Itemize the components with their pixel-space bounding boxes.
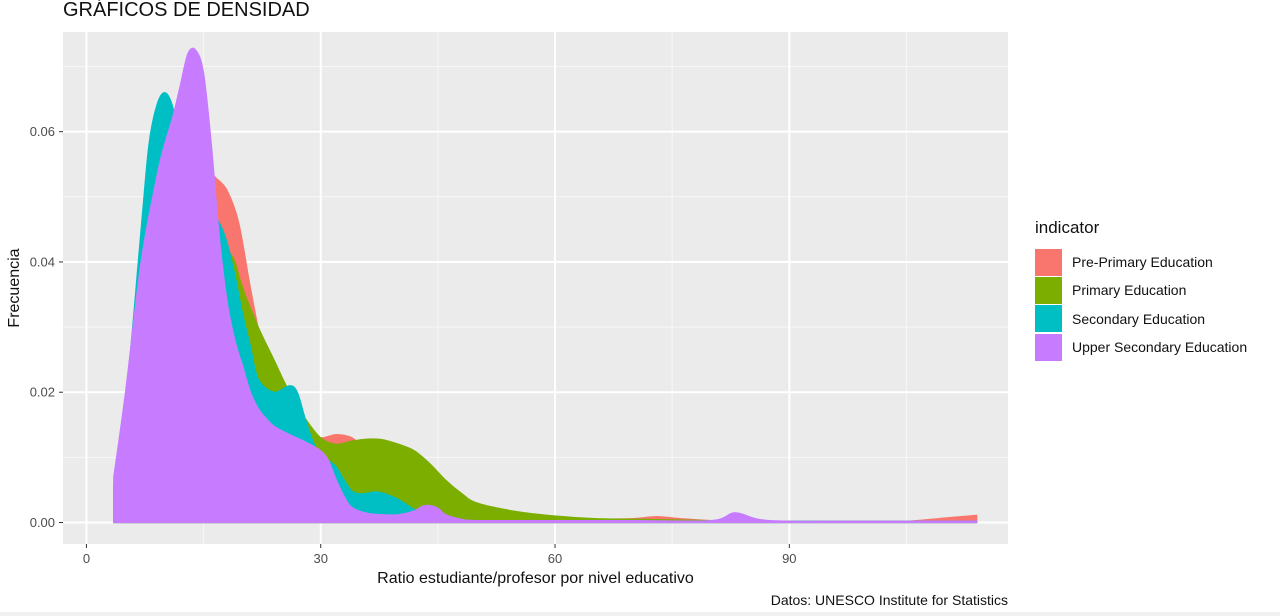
y-tick-label: 0.06: [30, 124, 55, 139]
legend-label: Pre-Primary Education: [1072, 254, 1213, 271]
y-axis: 0.00 0.02 0.04 0.06: [30, 124, 63, 530]
legend-swatch: [1035, 333, 1062, 361]
legend-swatch: [1035, 276, 1062, 304]
x-tick-label: 60: [548, 551, 562, 566]
x-axis-label: Ratio estudiante/profesor por nivel educ…: [377, 570, 694, 587]
x-axis: 0 30 60 90: [83, 544, 797, 566]
legend-item-pre-primary: Pre-Primary Education: [1035, 248, 1247, 276]
footer-bar: [0, 612, 1280, 616]
legend-label: Primary Education: [1072, 282, 1187, 299]
x-tick-label: 90: [782, 551, 796, 566]
y-tick-label: 0.04: [30, 254, 55, 269]
legend-swatch: [1035, 305, 1062, 333]
legend-item-upper-secondary: Upper Secondary Education: [1035, 333, 1247, 361]
legend-swatch: [1035, 248, 1062, 276]
density-area-series: [113, 47, 978, 524]
y-tick-label: 0.00: [30, 515, 55, 530]
y-axis-label: Frecuencia: [6, 248, 23, 327]
legend-title: indicator: [1035, 218, 1100, 237]
x-tick-label: 30: [313, 551, 327, 566]
chart-title: GRÁFICOS DE DENSIDAD: [63, 0, 310, 21]
x-tick-label: 0: [83, 551, 90, 566]
density-areas: [113, 47, 978, 524]
data-source-caption: Datos: UNESCO Institute for Statistics: [770, 592, 1008, 608]
legend-item-secondary: Secondary Education: [1035, 305, 1247, 333]
y-tick-label: 0.02: [30, 385, 55, 400]
legend-label: Upper Secondary Education: [1072, 339, 1248, 356]
legend-item-primary: Primary Education: [1035, 276, 1247, 304]
legend-label: Secondary Education: [1072, 310, 1206, 327]
legend: indicator Pre-Primary Education Primary …: [1035, 218, 1247, 361]
